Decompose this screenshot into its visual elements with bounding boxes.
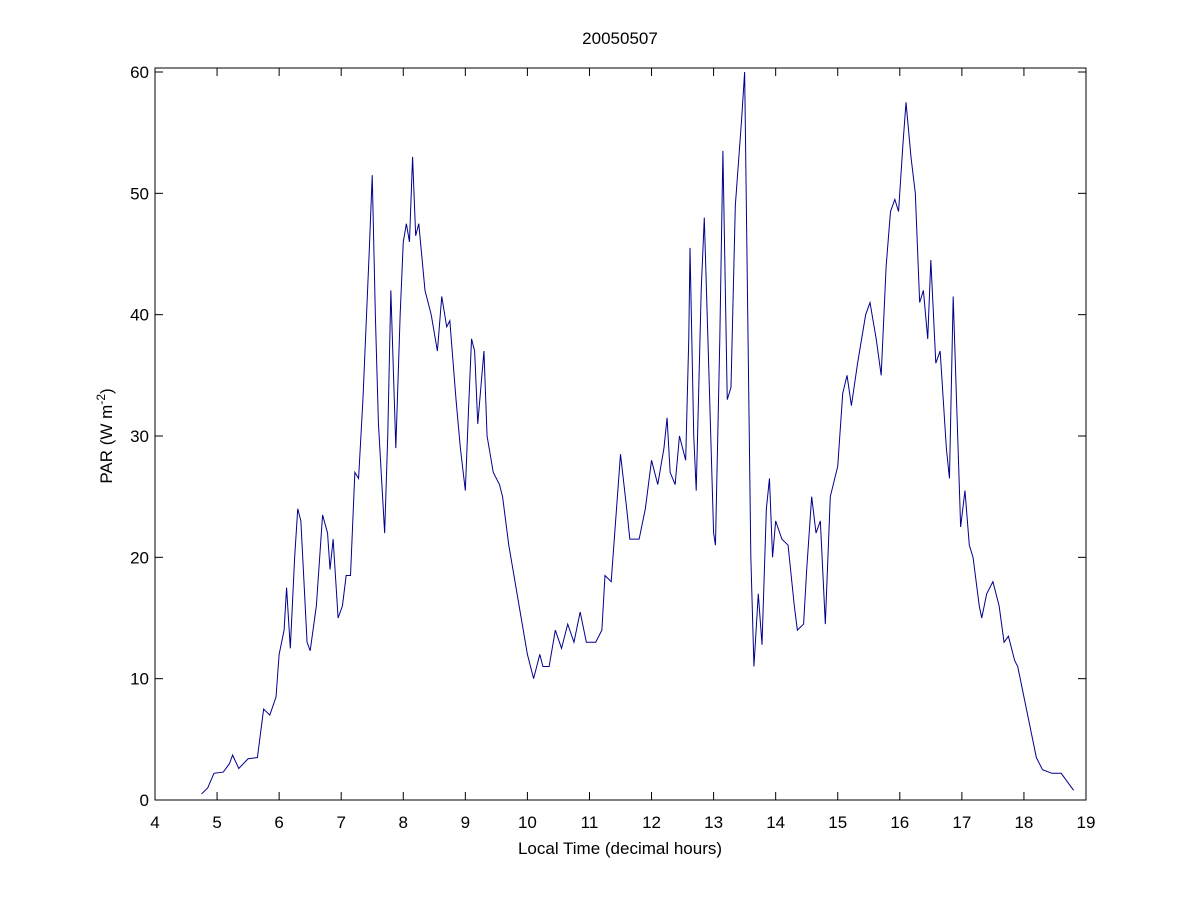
y-tick-label: 0 — [140, 791, 149, 810]
x-tick-label: 15 — [828, 813, 847, 832]
x-tick-label: 11 — [581, 813, 599, 832]
plot-frame — [154, 67, 1087, 801]
x-tick-label: 4 — [150, 813, 159, 832]
x-tick-label: 18 — [1014, 813, 1033, 832]
y-tick-label: 60 — [130, 63, 149, 82]
x-tick-label: 13 — [704, 813, 723, 832]
x-tick-label: 9 — [461, 813, 470, 832]
x-tick-label: 8 — [399, 813, 408, 832]
x-tick-label: 6 — [274, 813, 283, 832]
x-tick-label: 5 — [212, 813, 221, 832]
x-tick-label: 16 — [890, 813, 909, 832]
y-tick-label: 50 — [130, 184, 149, 203]
y-axis-label: PAR (W m-2) — [94, 388, 116, 483]
y-axis-label-text: PAR (W m — [97, 405, 116, 484]
y-axis-label-superscript: -2 — [94, 394, 108, 405]
data-line — [201, 71, 1074, 795]
y-tick-label: 20 — [130, 548, 149, 567]
x-tick-label: 10 — [518, 813, 537, 832]
y-tick-label: 30 — [130, 427, 149, 446]
x-tick-label: 14 — [766, 813, 785, 832]
x-tick-label: 7 — [336, 813, 345, 832]
x-tick-label: 17 — [952, 813, 971, 832]
y-axis-label-suffix: ) — [97, 388, 116, 394]
x-axis-label: Local Time (decimal hours) — [518, 839, 722, 858]
y-tick-label: 40 — [130, 306, 149, 325]
x-tick-label: 19 — [1077, 813, 1096, 832]
chart-title: 20050507 — [582, 29, 658, 48]
y-tick-label: 10 — [130, 670, 149, 689]
x-tick-label: 12 — [642, 813, 661, 832]
